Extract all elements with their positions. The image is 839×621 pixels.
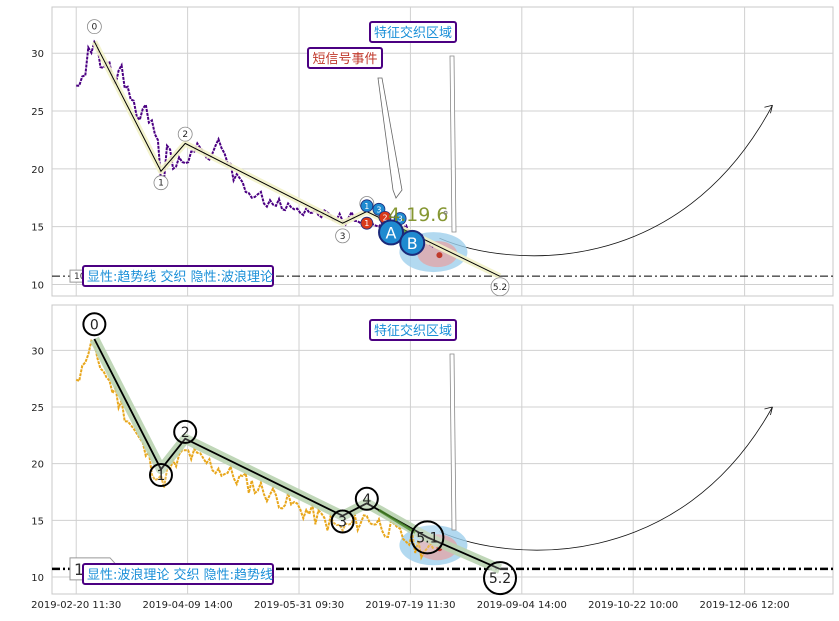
event-marker: [360, 216, 374, 230]
feature-zone-core: [436, 252, 443, 259]
event-marker-label: A: [386, 223, 397, 242]
wave-label: 1: [157, 468, 166, 484]
x-tick-label: 2019-04-09 14:00: [143, 600, 233, 611]
trend-highlight: [378, 508, 417, 534]
short-signal-label: 短信号事件: [312, 52, 377, 67]
price-line: [75, 338, 435, 561]
wave-marker: [483, 561, 518, 596]
y-tick-label: 10: [31, 573, 44, 584]
event-marker: [378, 219, 405, 246]
legend-label: 显性:波浪理论 交织 隐性:趋势线: [87, 567, 273, 583]
x-tick-label: 2019-07-19 11:30: [365, 600, 455, 611]
feature-zone-label: 特征交织区域: [374, 323, 452, 339]
bottom-panel: 101520253010.72012345.15.2特征交织区域显性:波浪理论 …: [31, 304, 834, 596]
wave-label: 5.2: [493, 283, 507, 293]
wave-label: 0: [92, 23, 98, 33]
x-tick-label: 2019-09-04 14:00: [477, 600, 567, 611]
event-number: 4.19.6: [388, 204, 448, 226]
event-marker-label: 3: [398, 215, 403, 224]
feature-zone-callout: [369, 21, 457, 43]
short-signal-pointer: [377, 77, 403, 199]
x-tick-label: 2019-05-31 09:30: [254, 600, 344, 611]
y-tick-label: 15: [31, 223, 44, 234]
y-tick-label: 20: [31, 165, 44, 176]
wave-label: 5.1: [416, 530, 438, 546]
wave-marker: [153, 175, 169, 191]
forecast-arc: [439, 105, 773, 257]
wave-label: 0: [90, 317, 99, 333]
forecast-arrowhead: [764, 104, 773, 114]
feature-zone-pointer: [449, 55, 457, 233]
wave-label: 3: [340, 232, 346, 242]
event-marker-label: B: [407, 234, 418, 253]
wave-label: 1: [158, 179, 164, 189]
event-marker-label: 1: [364, 219, 369, 228]
legend-box: [82, 265, 274, 287]
feature-zone-callout: [369, 319, 457, 341]
legend-label: 显性:趋势线 交织 隐性:波浪理论: [87, 269, 273, 285]
y-tick-label: 25: [31, 403, 44, 414]
wave-label: 3: [338, 514, 347, 530]
wave-label: 4: [362, 492, 371, 508]
wave-marker: [410, 520, 445, 555]
y-tick-label: 30: [31, 49, 44, 60]
forecast-arc: [439, 406, 773, 551]
y-tick-label: 30: [31, 346, 44, 357]
wave-marker: [354, 486, 379, 511]
y-tick-label: 10: [31, 280, 44, 291]
date-axis: 2019-02-20 11:30 2019-04-09 14:00 2019-05-…: [31, 600, 790, 611]
x-tick-label: 2019-12-06 12:00: [700, 600, 790, 611]
degree-mark: [443, 210, 448, 215]
wave-label: 2: [181, 425, 190, 441]
short-signal-callout: [307, 47, 383, 69]
trend-line: [93, 338, 501, 570]
wave-marker: [490, 277, 510, 297]
wave-marker: [173, 419, 198, 444]
feature-zone-pointer: [449, 353, 457, 531]
x-tick-label: 2019-02-20 11:30: [31, 600, 121, 611]
wave-marker: [177, 126, 193, 142]
event-marker-label: 2: [382, 213, 387, 222]
y-tick-label: 20: [31, 460, 44, 471]
price-line: [76, 39, 434, 248]
y-tick-label: 25: [31, 107, 44, 118]
legend-box: [82, 563, 274, 585]
wave-marker: [86, 19, 102, 35]
feature-zone-label: 特征交织区域: [374, 25, 452, 41]
wave-marker: [330, 509, 355, 534]
event-marker-label: 3: [376, 205, 381, 214]
wave-marker: [82, 312, 107, 337]
forecast-arrowhead: [764, 406, 773, 416]
event-marker-label: 1: [364, 202, 369, 211]
wave-label: 2: [182, 130, 188, 140]
event-marker: [399, 229, 426, 256]
y-tick-label: 15: [31, 516, 44, 527]
x-tick-label: 2019-10-22 10:00: [588, 600, 678, 611]
wave-marker: [335, 228, 351, 244]
event-marker: [360, 199, 374, 213]
wave-marker: [148, 463, 173, 487]
wave-label: 5.2: [489, 571, 511, 587]
